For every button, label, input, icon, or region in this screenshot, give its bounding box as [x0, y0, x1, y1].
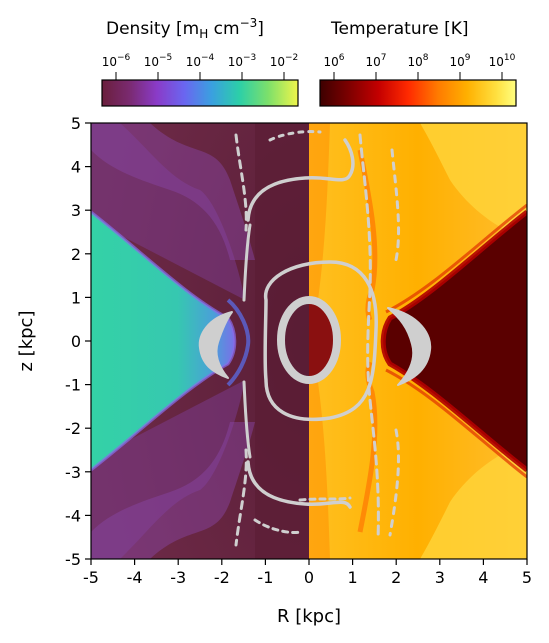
y-tick-label: 0 [71, 332, 81, 351]
density-blue-streak [226, 298, 251, 387]
contour-lower-dots [253, 496, 352, 534]
x-tick-label: -4 [127, 568, 143, 587]
density-upper-lobe [91, 123, 245, 300]
colorbar-tick-label: 10−5 [144, 53, 173, 69]
x-tick-label: -5 [83, 568, 99, 587]
colorbar-tick-label: 10−3 [228, 53, 257, 69]
colorbar-tick-label: 106 [323, 53, 344, 69]
temperature-lower-hot [420, 442, 527, 559]
temperature-cone-edge [380, 210, 527, 472]
x-axis-label: R [kpc] [277, 606, 341, 627]
x-tick-label: -3 [170, 568, 186, 587]
x-tick-label: 2 [391, 568, 401, 587]
temperature-colorbar: Temperature [K] 106 107 108 109 1010 [319, 19, 517, 107]
density-panel [91, 123, 309, 559]
colorbar-tick-label: 1010 [489, 53, 516, 69]
x-tick-label: -1 [257, 568, 273, 587]
contour-central-ellipse [277, 296, 341, 384]
colorbar-tick-label: 108 [407, 53, 428, 69]
y-tick-label: -1 [65, 376, 81, 395]
y-tick-label: 2 [71, 245, 81, 264]
density-colorbar-title: Density [mH cm−3] [106, 16, 264, 41]
temperature-colorbar-title: Temperature [K] [330, 19, 469, 39]
colorbar-tick-label: 107 [365, 53, 386, 69]
y-tick-label: -3 [65, 463, 81, 482]
contour-lower-arch [246, 460, 352, 509]
contour-overlay [198, 130, 432, 547]
contour-left-filament [234, 133, 248, 547]
x-tick-label: 5 [522, 568, 532, 587]
contour-top-dots [268, 130, 322, 142]
density-lower-filament [91, 422, 255, 559]
y-axis-label: z [kpc] [16, 311, 37, 372]
density-colorbar-ticks: 10−6 10−5 10−4 10−3 10−2 [102, 53, 299, 80]
y-tick-label: 5 [71, 114, 81, 133]
y-tick-label: -2 [65, 419, 81, 438]
x-tick-label: 0 [304, 568, 314, 587]
contour-right-crescent [387, 307, 432, 386]
y-tick-label: -4 [65, 506, 81, 525]
density-colorbar: Density [mH cm−3] 10−6 10−5 10−4 10−3 10−2 [101, 16, 299, 107]
contour-upper-arch [246, 138, 355, 222]
colorbar-tick-label: 10−6 [102, 53, 131, 69]
contour-middle-ring [263, 260, 378, 421]
y-tick-label: 1 [71, 288, 81, 307]
density-colorbar-bar [101, 79, 299, 107]
x-tick-label: 1 [348, 568, 358, 587]
x-tick-label: -2 [214, 568, 230, 587]
contour-upper-left [242, 223, 252, 302]
contour-lower-left [242, 380, 252, 459]
temperature-colorbar-bar [319, 79, 517, 107]
temperature-upper-hot [420, 123, 527, 240]
y-axis-ticks: 5 4 3 2 1 0 -1 -2 -3 -4 -5 [65, 114, 91, 569]
temperature-axis-upper [309, 123, 330, 300]
temperature-colorbar-ticks: 106 107 108 109 1010 [323, 53, 516, 80]
x-tick-label: 4 [478, 568, 488, 587]
y-tick-label: 3 [71, 201, 81, 220]
temperature-center [309, 300, 334, 382]
contour-outer-right [388, 148, 401, 537]
temperature-cold-cone [383, 212, 527, 470]
density-cone [91, 212, 235, 470]
contour-right-filament [358, 133, 380, 542]
density-lower-lobe [91, 380, 245, 559]
density-cone-edge [91, 210, 237, 472]
colorbar-tick-label: 109 [449, 53, 470, 69]
y-tick-label: -5 [65, 550, 81, 569]
x-axis-ticks: -5 -4 -3 -2 -1 0 1 2 3 4 5 [83, 559, 532, 587]
x-tick-label: 3 [435, 568, 445, 587]
contour-left-crescent [198, 311, 233, 379]
y-tick-label: 4 [71, 158, 81, 177]
temperature-axis-lower [309, 382, 330, 559]
density-upper-filament [91, 123, 255, 260]
colorbar-tick-label: 10−2 [270, 53, 299, 69]
colorbar-tick-label: 10−4 [186, 53, 215, 69]
